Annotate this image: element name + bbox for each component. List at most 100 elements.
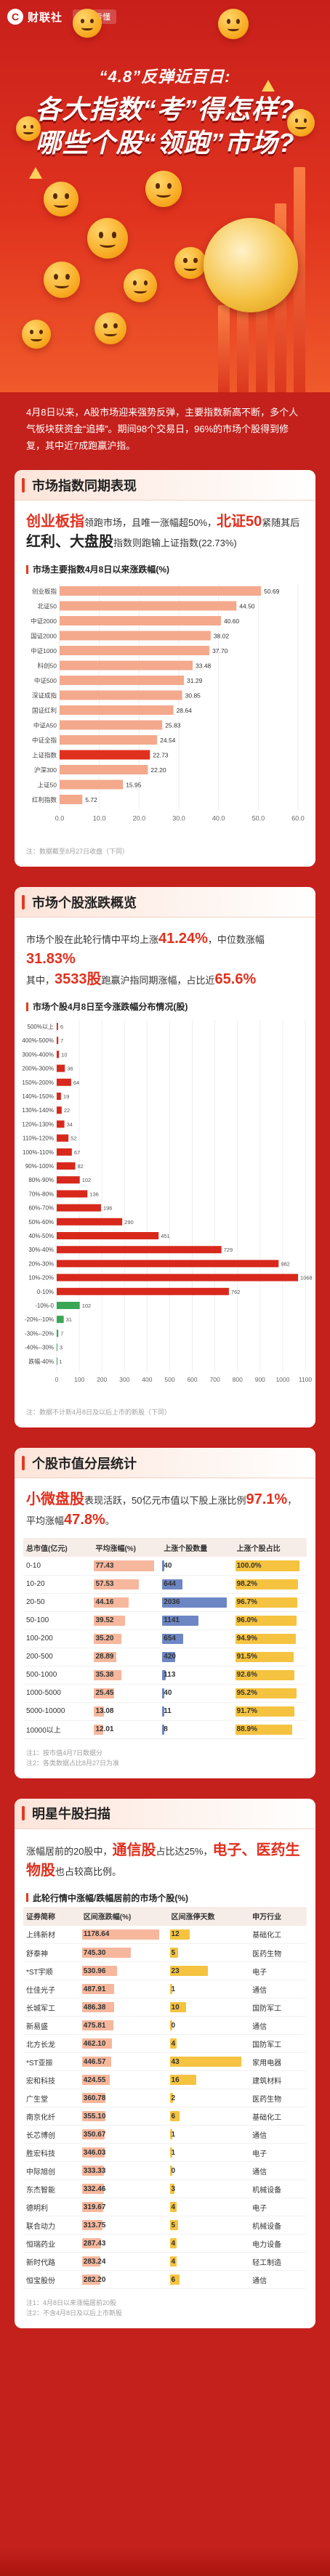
table-cell: 16	[168, 2070, 250, 2089]
table-row: 5000-10000 13.08 11 91.7%	[23, 1702, 307, 1721]
cell-value: 40	[164, 1689, 172, 1697]
x-tick-label: 700	[210, 1376, 220, 1383]
lead-text: ，中位数涨幅	[207, 934, 265, 945]
table-row: 长城军工 486.38 10 国防军工	[23, 1998, 307, 2017]
bar	[57, 1050, 60, 1058]
cell-value: 2036	[164, 1598, 180, 1606]
section-lead: 涨幅居前的20股中，通信股占比达25%，电子、医药生物股也占较高比例。	[15, 1829, 315, 1886]
bar	[60, 616, 221, 625]
table-cell: 91.7%	[233, 1702, 307, 1721]
cell-value: 基础化工	[252, 1932, 282, 1940]
cell-value: 77.43	[95, 1561, 114, 1570]
cell-value: 电子	[252, 2150, 267, 2158]
cell-bar	[94, 1560, 154, 1571]
data-label: 1	[59, 1358, 62, 1365]
cell-value: 长芯博创	[26, 2131, 55, 2140]
category-label: 中证2000	[31, 617, 57, 625]
cell-bar	[94, 1724, 104, 1735]
cell-value: 新易盛	[26, 2022, 48, 2031]
note-line: 注1：4月8日以来涨幅居前20股	[26, 2299, 117, 2306]
lead-text: ，平均涨幅	[26, 1495, 297, 1526]
table-row: 10-20 57.53 644 98.2%	[23, 1575, 307, 1594]
hero-line3: 哪些个股“领跑”市场?	[35, 128, 295, 158]
category-label: 中证500	[34, 677, 57, 684]
table-cell: 39.52	[92, 1611, 161, 1630]
data-label: 40.60	[224, 617, 240, 625]
table-cell: 462.10	[80, 2034, 169, 2053]
cell-value: 25.45	[95, 1689, 114, 1697]
table-cell: 5	[168, 1943, 250, 1962]
section-title: 明星牛股扫描	[32, 1807, 110, 1821]
bar	[57, 1134, 69, 1142]
cell-value: 12.01	[95, 1725, 114, 1733]
data-label: 982	[281, 1260, 290, 1267]
cell-value: 3	[171, 2184, 176, 2193]
bar	[57, 1273, 299, 1281]
cell-value: 6	[171, 2275, 176, 2284]
table-cell: 1	[168, 2143, 250, 2162]
category-label: 沪深300	[34, 766, 57, 774]
table-cell: 德明利	[23, 2198, 81, 2216]
cell-value: 332.46	[83, 2184, 106, 2193]
cell-value: 1	[171, 1985, 176, 1993]
cell-bar	[235, 1669, 295, 1680]
category-label: 60%-70%	[28, 1205, 54, 1212]
cell-bar	[235, 1597, 298, 1608]
cell-bar	[81, 2238, 101, 2248]
bar	[60, 795, 83, 804]
table-cell: 恒瑞药业	[23, 2234, 81, 2253]
table-row: 0-10 77.43 40 100.0%	[23, 1557, 307, 1576]
cell-bar	[81, 2202, 103, 2212]
table-cell: 500-1000	[23, 1666, 93, 1685]
bar	[57, 1106, 62, 1114]
cell-bar	[169, 2166, 172, 2176]
bar	[57, 1287, 229, 1295]
category-label: 国证红利	[32, 707, 57, 714]
table-row: 广生堂 360.78 2 医药生物	[23, 2089, 307, 2107]
lead-text: 占比达25%，	[156, 1845, 213, 1857]
table-cell: 11	[161, 1702, 234, 1721]
x-tick-label: 60.0	[291, 815, 305, 822]
table-cell: 360.78	[80, 2089, 169, 2107]
table-cell: 舒泰神	[23, 1943, 81, 1962]
table-cell: 长城军工	[23, 1998, 81, 2017]
cell-value: 94.9%	[236, 1635, 257, 1643]
cell-value: 644	[164, 1580, 176, 1588]
cell-bar	[162, 1579, 183, 1589]
x-tick-label: 20.0	[133, 815, 146, 822]
cell-bar	[169, 2256, 177, 2267]
table-cell: 4	[168, 2234, 250, 2253]
arrow-up-icon	[262, 80, 275, 92]
cell-bar	[81, 2038, 113, 2049]
table-cell: 0	[168, 2016, 250, 2035]
cell-value: 10000以上	[26, 1727, 61, 1735]
cell-value: 57.53	[95, 1580, 114, 1588]
lead-text: 市场个股在此轮行情中平均上涨	[26, 934, 159, 945]
smiley-emoji-icon	[218, 9, 249, 39]
section-lead: 市场个股在此轮行情中平均上涨41.24%，中位数涨幅 31.83% 其中，3533…	[15, 918, 315, 995]
intro-paragraph: 4月8日以来，A股市场迎来强势反弹，主要指数新高不断，多个人气板块获资金“追捧”…	[0, 392, 330, 470]
table-cell: 医药生物	[249, 2089, 307, 2107]
smiley-emoji-icon	[44, 262, 80, 298]
cell-bar	[162, 1688, 165, 1698]
cell-bar	[169, 2184, 175, 2194]
lead-highlight: 31.83%	[26, 951, 76, 967]
table-cell: 77.43	[92, 1557, 161, 1576]
bar	[57, 1093, 61, 1100]
table-row: 长芯博创 350.67 1 通信	[23, 2125, 307, 2144]
cell-bar	[169, 2020, 172, 2030]
cell-value: *ST宇顺	[26, 1968, 53, 1977]
cell-bar	[81, 2002, 114, 2012]
table-header-cell: 区间涨停天数	[168, 1906, 250, 1926]
cell-value: 100.0%	[236, 1561, 262, 1570]
category-label: 30%-40%	[28, 1247, 54, 1253]
cell-bar	[162, 1633, 183, 1644]
table-cell: 44.16	[92, 1593, 161, 1612]
cell-bar	[169, 2002, 187, 2012]
table-cell: 91.5%	[233, 1648, 307, 1666]
cell-bar	[162, 1560, 165, 1571]
table-cell: 13.08	[92, 1702, 161, 1721]
cell-value: 南京化纤	[26, 2113, 55, 2122]
cell-value: 联合动力	[26, 2222, 55, 2231]
table-cell: 1178.64	[80, 1925, 169, 1944]
